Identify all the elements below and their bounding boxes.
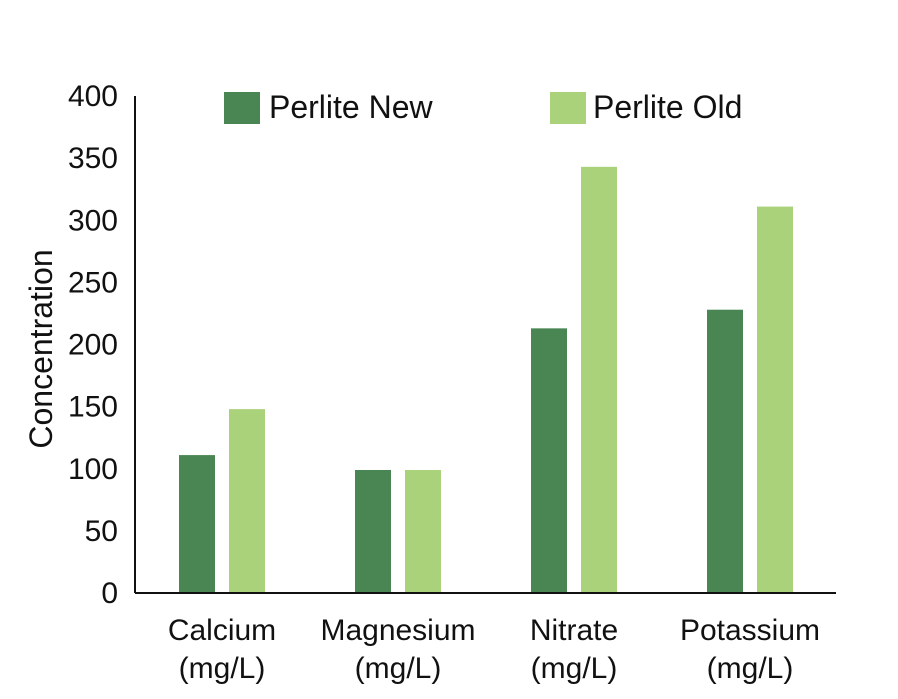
legend-label-perlite-old: Perlite Old (593, 89, 742, 125)
x-tick-label-line: Magnesium (320, 614, 475, 647)
y-axis-title: Concentration (23, 249, 59, 448)
bar-perlite-new-nitrate (531, 328, 567, 593)
y-tick-label: 400 (68, 80, 118, 113)
bar-perlite-new-potassium (707, 309, 743, 593)
bar-perlite-new-magnesium (355, 469, 391, 593)
x-tick-label-line: Nitrate (530, 614, 618, 647)
bars-layer (179, 166, 793, 593)
y-tick-label: 150 (68, 391, 118, 424)
y-tick-label: 350 (68, 142, 118, 175)
y-tick-label: 100 (68, 453, 118, 486)
x-tick-label-line: (mg/L) (531, 652, 618, 685)
x-tick-label: Calcium (mg/L) (168, 614, 276, 685)
y-tick-label: 300 (68, 204, 118, 237)
y-tick-label: 250 (68, 266, 118, 299)
bar-perlite-old-nitrate (581, 166, 617, 593)
legend: Perlite New Perlite Old (224, 89, 742, 125)
x-tick-label: Nitrate (mg/L) (530, 614, 618, 685)
x-tick-label-line: (mg/L) (355, 652, 442, 685)
legend-swatch-perlite-new (224, 92, 260, 124)
y-tick-label: 200 (68, 329, 118, 362)
bar-perlite-new-calcium (179, 455, 215, 593)
legend-label-perlite-new: Perlite New (269, 89, 434, 125)
bar-perlite-old-magnesium (405, 469, 441, 593)
y-tick-label: 50 (85, 515, 118, 548)
y-tick-labels: 0 50 100 150 200 250 300 350 400 (68, 80, 118, 610)
x-tick-labels: Calcium (mg/L) Magnesium (mg/L) Nitrate (mg/L… (168, 614, 820, 685)
x-tick-label-line: (mg/L) (179, 652, 266, 685)
legend-swatch-perlite-old (550, 92, 586, 124)
x-tick-label-line: Calcium (168, 614, 276, 647)
x-tick-label-line: (mg/L) (707, 652, 794, 685)
x-tick-label-line: Potassium (680, 614, 820, 647)
bar-perlite-old-calcium (229, 409, 265, 593)
x-tick-label: Magnesium (mg/L) (320, 614, 475, 685)
x-tick-label: Potassium (mg/L) (680, 614, 820, 685)
y-tick-label: 0 (101, 577, 118, 610)
bar-perlite-old-potassium (757, 206, 793, 593)
